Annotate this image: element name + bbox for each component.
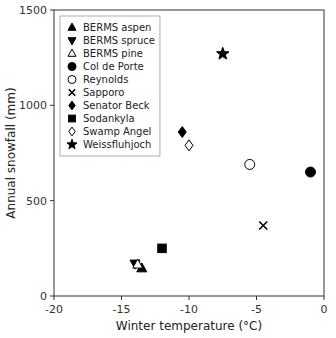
plot-area — [54, 10, 324, 296]
legend-label: BERMS aspen — [83, 22, 151, 33]
chart: -20 -15 -10 -5 0 0 500 1000 1500 Winter temperatu… — [0, 0, 336, 338]
y-tick — [50, 296, 54, 297]
legend-marker — [68, 38, 76, 45]
legend-marker — [69, 127, 75, 136]
x-tick — [256, 296, 257, 300]
legend-marker — [68, 23, 76, 30]
point — [133, 259, 143, 268]
legend-box — [60, 16, 160, 156]
legend-label: Reynolds — [83, 74, 128, 85]
y-axis-label: Annual snowfall (mm) — [4, 87, 18, 218]
y-tick — [50, 10, 54, 11]
point — [306, 167, 316, 177]
point — [158, 244, 167, 253]
x-tick-label: -20 — [45, 303, 63, 316]
legend-marker — [68, 49, 76, 56]
legend-marker — [67, 139, 77, 148]
legend-label: Weissfluhjoch — [83, 139, 151, 150]
plot-frame — [54, 10, 324, 296]
x-tick-label: 0 — [321, 303, 328, 316]
legend-marker — [69, 89, 75, 95]
point — [185, 140, 193, 151]
x-axis-label: Winter temperature (°C) — [116, 319, 262, 333]
legend-marker — [69, 115, 76, 122]
legend-label: Senator Beck — [83, 100, 150, 111]
y-tick — [50, 200, 54, 201]
y-tick-label: 0 — [40, 290, 47, 303]
y-tick-label: 500 — [26, 195, 47, 208]
x-tick-label: -10 — [180, 303, 198, 316]
legend-label: Swamp Angel — [83, 126, 151, 137]
legend-label: Col de Porte — [83, 61, 144, 72]
x-tick — [189, 296, 190, 300]
point — [217, 47, 229, 59]
x-tick-label: -15 — [113, 303, 131, 316]
y-tick — [50, 105, 54, 106]
x-tick — [121, 296, 122, 300]
legend-marker — [68, 76, 76, 84]
legend-label: BERMS pine — [83, 48, 143, 59]
legend-label: Sapporo — [83, 87, 124, 98]
legend-marker — [68, 63, 76, 71]
legend: BERMS aspen BERMS spruce BERMS pine Col de … — [60, 16, 160, 156]
legend-marker — [69, 101, 75, 110]
x-tick — [54, 296, 55, 300]
x-tick-label: -5 — [251, 303, 262, 316]
point — [178, 127, 186, 138]
point — [245, 159, 255, 169]
point — [259, 221, 267, 229]
y-tick-label: 1500 — [19, 4, 47, 17]
y-tick-label: 1000 — [19, 99, 47, 112]
legend-label: BERMS spruce — [83, 35, 155, 46]
legend-label: Sodankyla — [83, 113, 135, 124]
x-tick — [324, 296, 325, 300]
